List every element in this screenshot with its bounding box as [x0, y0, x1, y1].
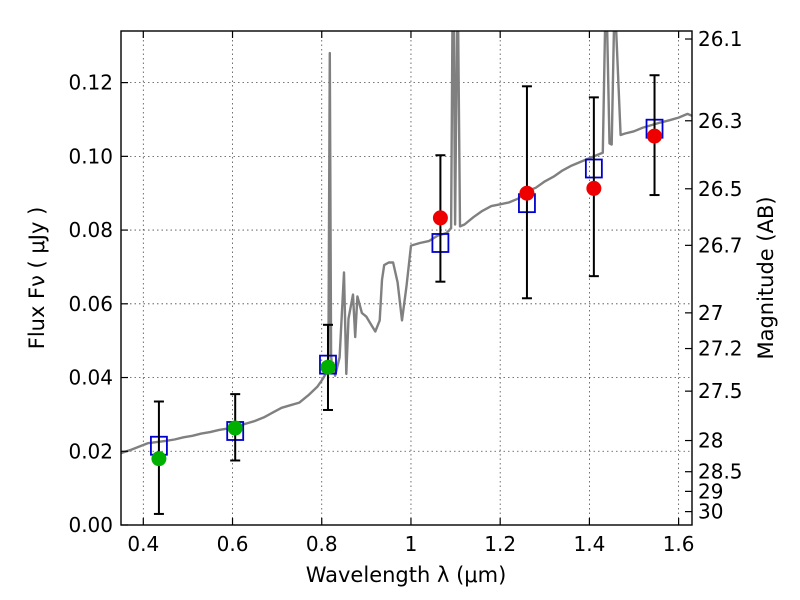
axis-ticks: 0.4 0.6 0.8 1 1.2 1.4 1.6 0.00 0.02 0.04 0.06 0.08 0… [68, 27, 742, 556]
x-tick-label: 0.8 [306, 532, 338, 556]
mag-tick-label: 26.5 [698, 177, 743, 201]
y2-axis-label: Magnitude (AB) [754, 196, 778, 359]
observed-point [151, 451, 167, 467]
observed-point [320, 359, 336, 375]
mag-tick-label: 26.3 [698, 109, 743, 133]
x-tick-label: 0.6 [217, 532, 249, 556]
x-tick-label: 0.4 [127, 532, 159, 556]
sed-line [121, 31, 692, 455]
observed-point [586, 180, 602, 196]
y-tick-label: 0.02 [68, 439, 113, 463]
y-tick-label: 0.12 [68, 71, 113, 95]
y-tick-label: 0.00 [68, 513, 113, 537]
mag-tick-label: 27.2 [698, 337, 743, 361]
mag-tick-label: 27 [698, 301, 723, 325]
y-axis-label: Flux Fν ( μJy ) [25, 207, 49, 350]
mag-tick-label: 27.5 [698, 379, 743, 403]
mag-tick-label: 26.7 [698, 233, 743, 257]
observed-point [519, 185, 535, 201]
mag-tick-label: 29 [698, 479, 723, 503]
y-tick-label: 0.10 [68, 144, 113, 168]
mag-tick-label: 28.5 [698, 460, 743, 484]
y-tick-label: 0.08 [68, 218, 113, 242]
model-sed-curve [121, 31, 692, 455]
photometry-points [150, 74, 664, 515]
x-tick-label: 1.4 [573, 532, 605, 556]
mag-tick-label: 30 [698, 500, 723, 524]
x-tick-label: 1 [405, 532, 418, 556]
observed-point [647, 128, 663, 144]
plot-frame [120, 30, 693, 526]
x-tick-label: 1.2 [484, 532, 516, 556]
x-tick-label: 1.6 [663, 532, 695, 556]
mag-tick-label: 28 [698, 429, 723, 453]
observed-point [432, 210, 448, 226]
y-tick-label: 0.06 [68, 292, 113, 316]
observed-point [227, 420, 243, 436]
mag-tick-label: 26.1 [698, 27, 743, 51]
x-axis-label: Wavelength λ (μm) [306, 563, 507, 587]
y-tick-label: 0.04 [68, 366, 113, 390]
